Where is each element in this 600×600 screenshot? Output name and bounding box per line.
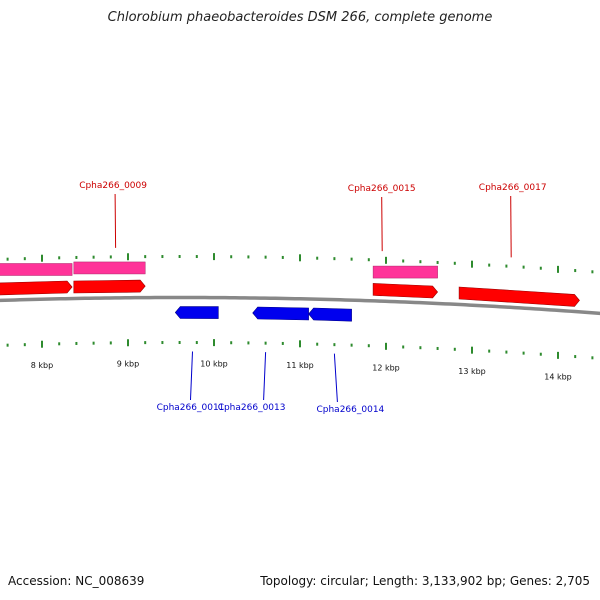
reverse-label-leader [190, 351, 193, 401]
forward-gene-bar [372, 265, 438, 279]
scale-label: 11 kbp [286, 361, 314, 370]
reverse-label-leader [263, 352, 267, 401]
genome-backbone [0, 295, 600, 316]
forward-label-leader [114, 193, 117, 248]
feature-labels: Cpha266_0009 Cpha266_0015 Cpha266_0017 Cpha… [79, 181, 546, 415]
scale-label: 10 kbp [200, 360, 228, 369]
forward-label-leader [381, 196, 383, 252]
label-leaders [114, 193, 512, 403]
forward-gene-bar [0, 263, 73, 276]
ticks-top [6, 253, 594, 274]
genes-label: Genes: [509, 574, 552, 588]
genes-value: 2,705 [555, 574, 590, 588]
scale-label: 13 kbp [458, 367, 486, 376]
scale-label: 9 kbp [117, 360, 139, 369]
genome-summary: Topology: circular; Length: 3,133,902 bp… [260, 574, 590, 588]
map-title: Chlorobium phaeobacteroides DSM 266, com… [107, 10, 493, 25]
reverse-label-leader [333, 353, 338, 403]
accession-info: Accession: NC_008639 [8, 574, 144, 588]
forward-cds-arrow [458, 286, 580, 307]
reverse-feature-label: Cpha266_0011 [157, 403, 225, 413]
scale-label: 12 kbp [372, 363, 400, 372]
scale-label: 8 kbp [31, 361, 53, 370]
reverse-cds-arrow [174, 306, 219, 319]
reverse-cds-track [174, 306, 352, 322]
reverse-feature-label: Cpha266_0013 [218, 403, 286, 413]
forward-feature-label: Cpha266_0017 [479, 183, 547, 193]
scale-label: 14 kbp [544, 372, 572, 381]
forward-label-leader [510, 195, 512, 258]
ticks-bottom [6, 339, 594, 360]
forward-gene-track [0, 261, 438, 279]
topology-value: circular; [320, 574, 369, 588]
forward-cds-track [0, 279, 580, 307]
topology-label: Topology: [260, 574, 317, 588]
length-label: Length: [372, 574, 419, 588]
forward-feature-label: Cpha266_0015 [348, 184, 416, 194]
forward-gene-bar [73, 261, 146, 275]
reverse-cds-arrow [252, 306, 309, 321]
forward-cds-arrow [0, 280, 73, 296]
forward-cds-arrow [372, 283, 438, 299]
accession-label: Accession: [8, 574, 72, 588]
scale-labels: 8 kbp 9 kbp 10 kbp 11 kbp 12 kbp 13 kbp 14 kbp [31, 360, 572, 382]
accession-value: NC_008639 [75, 574, 145, 588]
reverse-feature-label: Cpha266_0014 [316, 405, 384, 415]
reverse-cds-arrow [308, 307, 352, 322]
length-value: 3,133,902 bp; [421, 574, 507, 588]
forward-cds-arrow [73, 279, 146, 294]
forward-feature-label: Cpha266_0009 [79, 181, 147, 191]
